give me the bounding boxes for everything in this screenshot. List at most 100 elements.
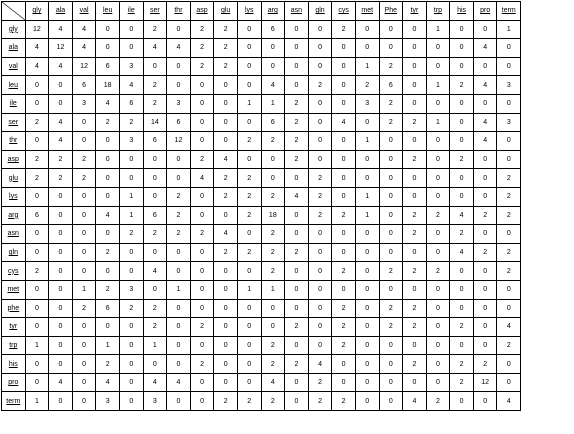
- table-cell: 0: [378, 131, 404, 151]
- row-header: arg: [1, 205, 26, 226]
- table-cell: 2: [307, 372, 333, 393]
- table-cell: 2: [142, 75, 168, 95]
- table-cell: 2: [213, 56, 238, 77]
- table-cell: 0: [425, 279, 451, 300]
- row-header: lys: [1, 186, 26, 207]
- table-cell: 0: [354, 19, 380, 40]
- table-cell: 0: [48, 75, 73, 95]
- table-cell: 4: [142, 372, 168, 393]
- table-cell: 0: [189, 391, 215, 412]
- row-header: pro: [1, 372, 26, 393]
- table-row: thr 0 4 0 0 3 6 12 0 0 2 2 2 0 0 1 0 0 0 0 4 0: [1, 131, 522, 151]
- table-cell: 0: [189, 242, 215, 263]
- column-header: gln: [307, 1, 333, 21]
- table-cell: 0: [378, 335, 404, 356]
- table-cell: 0: [284, 38, 309, 58]
- table-cell: 0: [142, 279, 168, 300]
- table-cell: 0: [402, 56, 427, 77]
- row-header: ala: [1, 38, 26, 58]
- table-cell: 2: [496, 335, 522, 356]
- table-cell: 1: [354, 205, 380, 226]
- table-row: ile 0 0 3 4 6 2 3 0 0 1 1 2 0 0 3 2 0 0 0 0 0: [1, 93, 522, 114]
- table-cell: 2: [118, 224, 144, 244]
- table-cell: 0: [307, 19, 333, 40]
- table-cell: 0: [24, 372, 50, 393]
- table-cell: 0: [48, 335, 73, 356]
- table-cell: 0: [449, 391, 474, 412]
- row-header: thr: [1, 131, 26, 151]
- table-cell: 0: [71, 391, 97, 412]
- table-cell: 0: [402, 131, 427, 151]
- table-cell: 1: [425, 75, 451, 95]
- row-header: met: [1, 279, 26, 300]
- table-cell: 0: [449, 93, 474, 114]
- table-cell: 0: [449, 168, 474, 188]
- table-cell: 4: [213, 149, 238, 170]
- table-cell: 1: [354, 131, 380, 151]
- table-cell: 0: [496, 56, 522, 77]
- table-cell: 2: [166, 224, 191, 244]
- table-cell: 12: [71, 56, 97, 77]
- column-header: lys: [236, 1, 262, 21]
- column-header: gly: [24, 1, 50, 21]
- table-row: met 0 0 1 2 3 0 1 0 0 1 1 0 0 0 0 0 0 0 0 0 0: [1, 279, 522, 300]
- table-cell: 1: [236, 93, 262, 114]
- table-cell: 0: [142, 242, 168, 263]
- table-cell: 0: [236, 354, 262, 374]
- table-cell: 2: [331, 261, 356, 281]
- table-cell: 0: [425, 168, 451, 188]
- table-cell: 2: [189, 38, 215, 58]
- table-cell: 4: [189, 168, 215, 188]
- column-header: met: [354, 1, 380, 21]
- table-cell: 0: [260, 298, 286, 319]
- table-cell: 2: [142, 298, 168, 319]
- table-cell: 0: [24, 186, 50, 207]
- table-cell: 14: [142, 112, 168, 133]
- table-cell: 2: [284, 354, 309, 374]
- table-cell: 0: [354, 112, 380, 133]
- table-row: ala 4 12 4 0 0 4 4 2 2 0 0 0 0 0 0 0 0 0 0 4 0: [1, 38, 522, 58]
- table-cell: 2: [236, 205, 262, 226]
- table-cell: 0: [284, 19, 309, 40]
- table-cell: 0: [284, 261, 309, 281]
- table-cell: 6: [166, 112, 191, 133]
- table-cell: 0: [213, 298, 238, 319]
- table-cell: 0: [71, 242, 97, 263]
- table-cell: 0: [24, 93, 50, 114]
- matrix-body: gly 12 4 4 0 0 2 0 2 2 0 6 0 0 2 0 0 0 1 0 0 1 ala 4 12 4 0 0 4 4 2 2 0 0…: [1, 19, 522, 412]
- table-cell: 0: [331, 131, 356, 151]
- table-cell: 0: [166, 261, 191, 281]
- table-cell: 4: [71, 19, 97, 40]
- table-cell: 2: [24, 112, 50, 133]
- table-row: cys 2 0 0 0 0 4 0 0 0 0 2 0 0 2 0 2 2 2 0 0 2: [1, 261, 522, 281]
- table-cell: 0: [402, 186, 427, 207]
- table-cell: 0: [236, 19, 262, 40]
- table-cell: 0: [166, 56, 191, 77]
- table-cell: 0: [472, 261, 498, 281]
- table-cell: 2: [402, 298, 427, 319]
- row-header: cys: [1, 261, 26, 281]
- table-cell: 0: [402, 279, 427, 300]
- table-cell: 2: [189, 56, 215, 77]
- table-cell: 0: [71, 112, 97, 133]
- table-cell: 0: [307, 279, 333, 300]
- table-cell: 4: [260, 75, 286, 95]
- table-cell: 0: [142, 354, 168, 374]
- table-cell: 0: [71, 261, 97, 281]
- table-cell: 0: [24, 354, 50, 374]
- table-cell: 2: [71, 149, 97, 170]
- table-cell: 0: [284, 391, 309, 412]
- table-cell: 0: [189, 372, 215, 393]
- table-cell: 2: [402, 112, 427, 133]
- table-cell: 3: [496, 75, 522, 95]
- table-cell: 0: [402, 335, 427, 356]
- table-cell: 0: [331, 168, 356, 188]
- table-cell: 4: [95, 93, 120, 114]
- table-cell: 6: [118, 93, 144, 114]
- table-cell: 2: [95, 242, 120, 263]
- table-row: his 0 0 0 2 0 0 0 2 0 0 2 2 4 0 0 0 2 0 2 2 0: [1, 354, 522, 374]
- table-cell: 2: [331, 391, 356, 412]
- table-cell: 0: [71, 372, 97, 393]
- table-cell: 0: [95, 186, 120, 207]
- table-cell: 2: [118, 298, 144, 319]
